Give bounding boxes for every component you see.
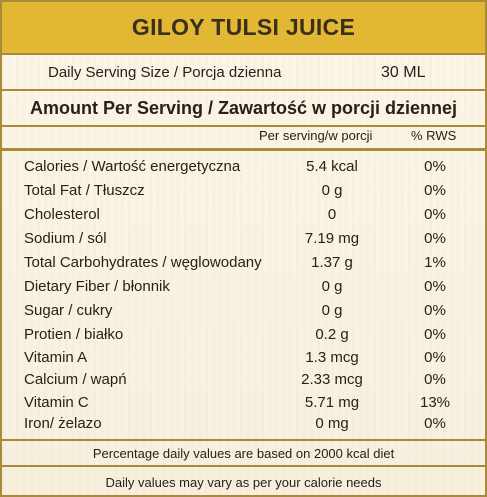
nutrient-rws: 0%	[424, 230, 446, 247]
nutrient-name: Sugar / cukry	[24, 302, 113, 319]
nutrient-row-vitamin-c: Vitamin C 5.71 mg 13%	[2, 391, 485, 415]
nutrient-rws: 0%	[424, 182, 446, 199]
nutrient-name: Dietary Fiber / błonnik	[24, 278, 170, 295]
amount-per-serving-heading: Amount Per Serving / Zawartość w porcji …	[29, 97, 458, 118]
nutrient-rws: 0%	[424, 349, 446, 366]
serving-size-row: Daily Serving Size / Porcja dzienna 30 M…	[2, 55, 485, 91]
nutrient-name: Total Carbohydrates / węglowodany	[24, 254, 262, 271]
nutrient-amount: 0 g	[321, 182, 343, 199]
nutrient-amount: 2.33 mcg	[301, 371, 363, 388]
nutrient-name: Cholesterol	[24, 206, 100, 223]
nutrient-name: Calories / Wartość energetyczna	[24, 158, 241, 175]
nutrient-rws: 0%	[424, 206, 446, 223]
nutrient-rws: 0%	[424, 415, 446, 432]
footer-note-calorie-needs: Daily values may vary as per your calori…	[2, 465, 485, 495]
nutrient-rws: 0%	[424, 302, 446, 319]
nutrient-amount: 0 g	[321, 302, 343, 319]
nutrient-amount: 0	[327, 206, 337, 223]
serving-size-value: 30 ML	[381, 64, 426, 81]
nutrient-row-iron: Iron/ żelazo 0 mg 0%	[2, 412, 485, 436]
nutrient-rws: 0%	[424, 158, 446, 175]
nutrient-row-dietary-fiber: Dietary Fiber / błonnik 0 g 0%	[2, 275, 485, 299]
per-serving-column-header: Per serving/w porcji	[259, 128, 373, 143]
nutrient-name: Vitamin C	[24, 394, 89, 411]
nutrient-rws: 1%	[424, 254, 446, 271]
footer-note-diet-basis: Percentage daily values are based on 200…	[2, 439, 485, 465]
column-header-row: Per serving/w porcji % RWS	[2, 127, 485, 147]
nutrient-row-cholesterol: Cholesterol 0 0%	[2, 203, 485, 227]
nutrient-rws: 0%	[424, 326, 446, 343]
nutrient-amount: 0 g	[321, 278, 343, 295]
nutrient-row-sodium: Sodium / sól 7.19 mg 0%	[2, 227, 485, 251]
nutrient-name: Sodium / sól	[24, 230, 107, 247]
nutrient-rws: 13%	[419, 394, 451, 411]
nutrient-name: Iron/ żelazo	[24, 415, 102, 432]
nutrient-amount: 7.19 mg	[304, 230, 360, 247]
nutrient-name: Vitamin A	[24, 349, 88, 366]
nutrient-amount: 0 mg	[315, 415, 349, 432]
nutrient-amount: 1.37 g	[311, 254, 353, 271]
serving-size-label: Daily Serving Size / Porcja dzienna	[48, 64, 282, 81]
footer-note-1-text: Percentage daily values are based on 200…	[92, 445, 395, 461]
nutrient-row-protein: Protien / białko 0.2 g 0%	[2, 323, 485, 347]
nutrient-amount: 5.71 mg	[304, 394, 360, 411]
nutrient-row-sugar: Sugar / cukry 0 g 0%	[2, 299, 485, 323]
footer-note-2-text: Daily values may vary as per your calori…	[105, 474, 382, 490]
nutrient-name: Calcium / wapń	[24, 371, 127, 388]
nutrient-row-total-carbohydrates: Total Carbohydrates / węglowodany 1.37 g…	[2, 251, 485, 275]
title-bar: GILOY TULSI JUICE	[2, 2, 485, 55]
nutrient-amount: 0.2 g	[315, 326, 349, 343]
nutrient-amount: 5.4 kcal	[306, 158, 358, 175]
amount-per-serving-row: Amount Per Serving / Zawartość w porcji …	[2, 91, 485, 127]
nutrient-name: Total Fat / Tłuszcz	[24, 182, 145, 199]
nutrient-row-total-fat: Total Fat / Tłuszcz 0 g 0%	[2, 179, 485, 203]
rws-column-header: % RWS	[411, 128, 457, 143]
nutrient-row-calories: Calories / Wartość energetyczna 5.4 kcal…	[2, 155, 485, 179]
nutrient-rws: 0%	[424, 278, 446, 295]
nutrient-rws: 0%	[424, 371, 446, 388]
header-divider	[2, 148, 485, 151]
nutrient-row-vitamin-a: Vitamin A 1.3 mcg 0%	[2, 346, 485, 370]
nutrient-amount: 1.3 mcg	[305, 349, 359, 366]
nutrient-name: Protien / białko	[24, 326, 124, 343]
product-title: GILOY TULSI JUICE	[131, 14, 356, 40]
nutrient-row-calcium: Calcium / wapń 2.33 mcg 0%	[2, 368, 485, 392]
